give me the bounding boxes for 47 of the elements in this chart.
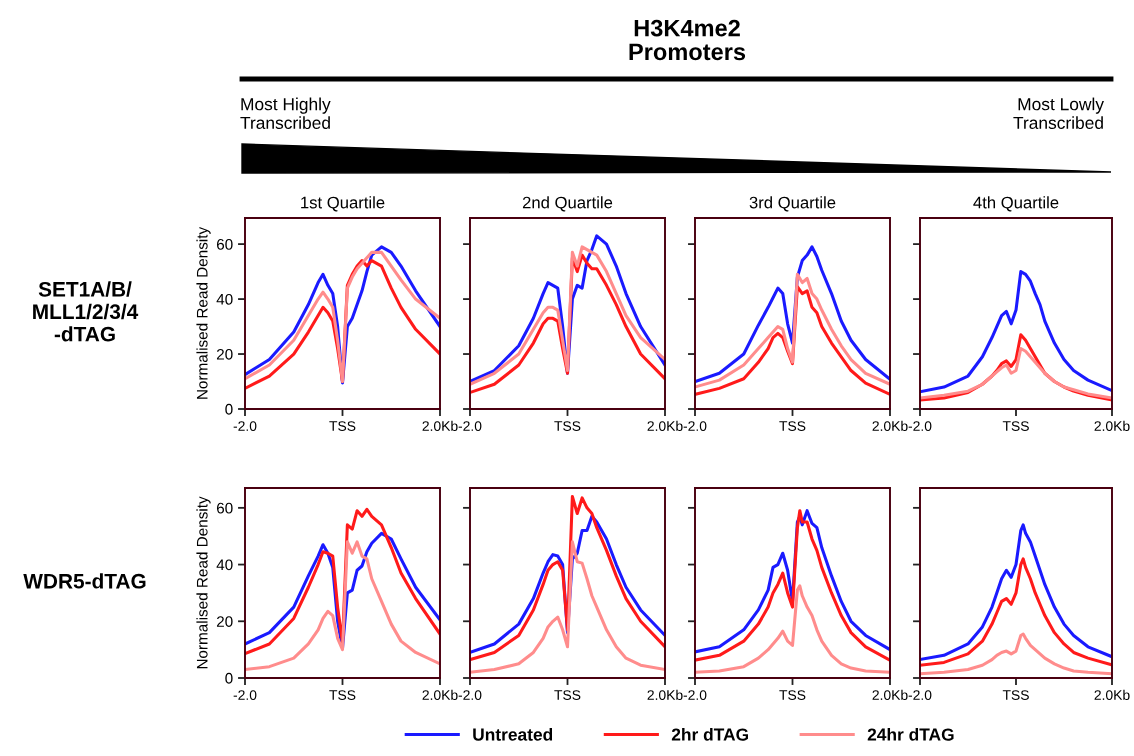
text: Most Highly Transcribed xyxy=(240,97,331,130)
x-tick-label: -2.0 xyxy=(458,690,482,701)
x-tick-label: -2.0 xyxy=(908,690,932,701)
text: Most Lowly Transcribed xyxy=(1013,97,1104,130)
y-axis-title: Normalised Read Density xyxy=(196,226,211,399)
legend-label: Untreated xyxy=(473,727,553,741)
y-tick-label: 40 xyxy=(216,293,233,305)
text: SET1A/B/ MLL1/2/3/4 -dTAG xyxy=(33,281,139,342)
x-tick-label: TSS xyxy=(329,421,356,432)
x-tick-label: -2.0 xyxy=(233,421,257,432)
x-tick-label: 2.0Kb xyxy=(872,689,908,701)
x-tick-label: 2.0Kb xyxy=(647,689,683,701)
text: H3K4me2 Promoters xyxy=(629,19,746,61)
x-tick-label: TSS xyxy=(554,690,581,701)
y-tick-label: 20 xyxy=(216,616,233,627)
chart-title: 2nd Quartile xyxy=(522,196,613,212)
x-tick-label: 2.0Kb xyxy=(1094,689,1130,701)
x-tick-label: 2.0Kb xyxy=(422,689,458,701)
x-tick-label: TSS xyxy=(1002,421,1029,432)
x-tick-label: TSS xyxy=(329,690,356,701)
x-tick-label: TSS xyxy=(1002,690,1029,701)
text: WDR5-dTAG xyxy=(23,573,146,589)
y-tick-label: 60 xyxy=(216,502,233,514)
x-tick-label: 2.0Kb xyxy=(422,420,458,432)
y-tick-label: 20 xyxy=(216,348,233,360)
x-tick-label: -2.0 xyxy=(458,421,482,432)
y-tick-label: 40 xyxy=(216,559,233,571)
legend-label: 24hr dTAG xyxy=(867,727,954,741)
y-tick-label: 60 xyxy=(216,238,233,250)
x-tick-label: -2.0 xyxy=(683,690,707,701)
x-tick-label: TSS xyxy=(779,421,806,432)
y-tick-label: 0 xyxy=(225,403,233,415)
x-tick-label: -2.0 xyxy=(908,421,932,432)
x-tick-label: 2.0Kb xyxy=(647,420,683,432)
legend-label: 2hr dTAG xyxy=(671,727,748,741)
x-tick-label: -2.0 xyxy=(683,421,707,432)
chart-title: 3rd Quartile xyxy=(749,196,836,212)
x-tick-label: 2.0Kb xyxy=(1094,420,1130,432)
chart-title: 1st Quartile xyxy=(301,196,385,212)
y-axis-title: Normalised Read Density xyxy=(196,496,211,669)
chart-title: 4th Quartile xyxy=(973,196,1059,212)
x-tick-label: TSS xyxy=(779,690,806,701)
y-tick-label: 0 xyxy=(225,672,233,684)
x-tick-label: TSS xyxy=(554,421,581,432)
line-series xyxy=(245,540,440,672)
x-tick-label: -2.0 xyxy=(233,690,257,701)
x-tick-label: 2.0Kb xyxy=(872,420,908,432)
